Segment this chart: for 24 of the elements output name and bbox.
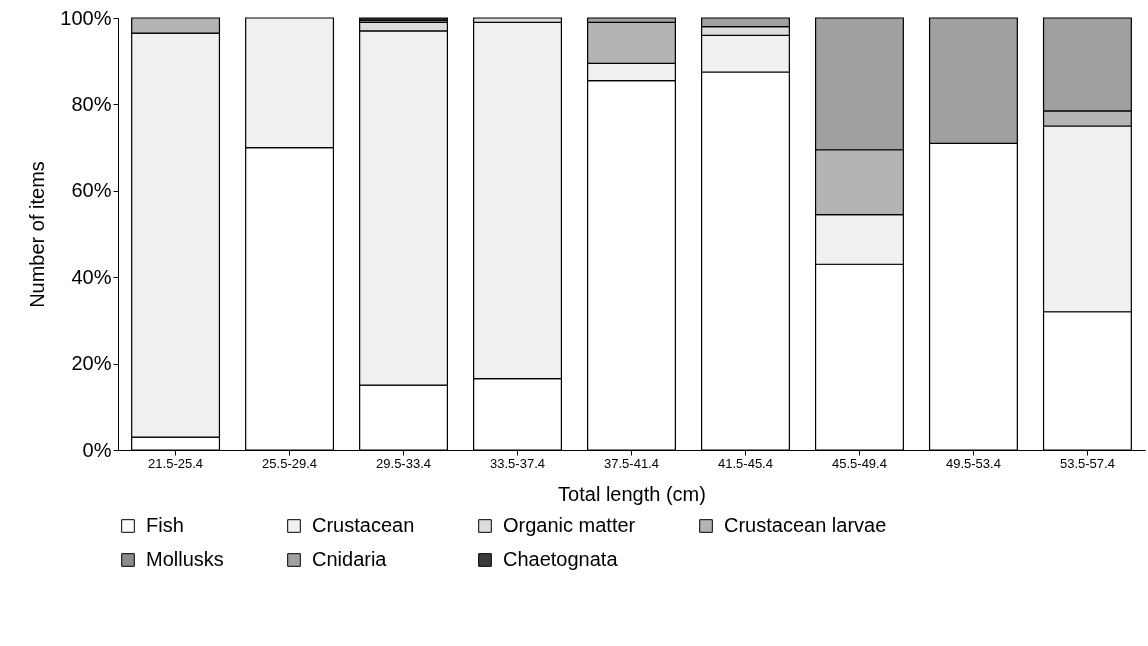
x-tick-label: 37.5-41.4	[604, 455, 659, 471]
legend-label: Fish	[146, 514, 184, 536]
x-tick-label: 25.5-29.4	[262, 455, 318, 471]
legend-label: Organic matter	[503, 514, 636, 536]
y-axis-title: Number of items	[26, 161, 49, 308]
x-tick-label: 53.5-57.4	[1059, 455, 1115, 471]
x-tick-label: 33.5-37.4	[490, 455, 545, 471]
legend-label: Mollusks	[146, 548, 224, 570]
x-tick-label: 41.5-45.4	[718, 455, 773, 471]
x-tick-label: 29.5-33.4	[376, 455, 431, 471]
x-tick-label: 21.5-25.4	[148, 455, 204, 471]
y-tick-label: 100%	[60, 6, 112, 29]
y-tick-label: 0%	[82, 438, 112, 461]
legend-label: Crustacean	[312, 514, 415, 536]
legend-label: Crustacean larvae	[724, 514, 887, 536]
legend-label: Cnidaria	[312, 548, 388, 570]
x-axis-title: Total length (cm)	[558, 482, 706, 505]
y-tick-label: 60%	[71, 179, 112, 202]
legend-label: Chaetognata	[503, 548, 619, 570]
y-tick-label: 80%	[71, 92, 112, 115]
y-tick-label: 20%	[71, 352, 112, 375]
x-tick-label: 49.5-53.4	[945, 455, 1001, 471]
y-tick-label: 40%	[71, 265, 112, 288]
x-tick-label: 45.5-49.4	[832, 455, 887, 471]
